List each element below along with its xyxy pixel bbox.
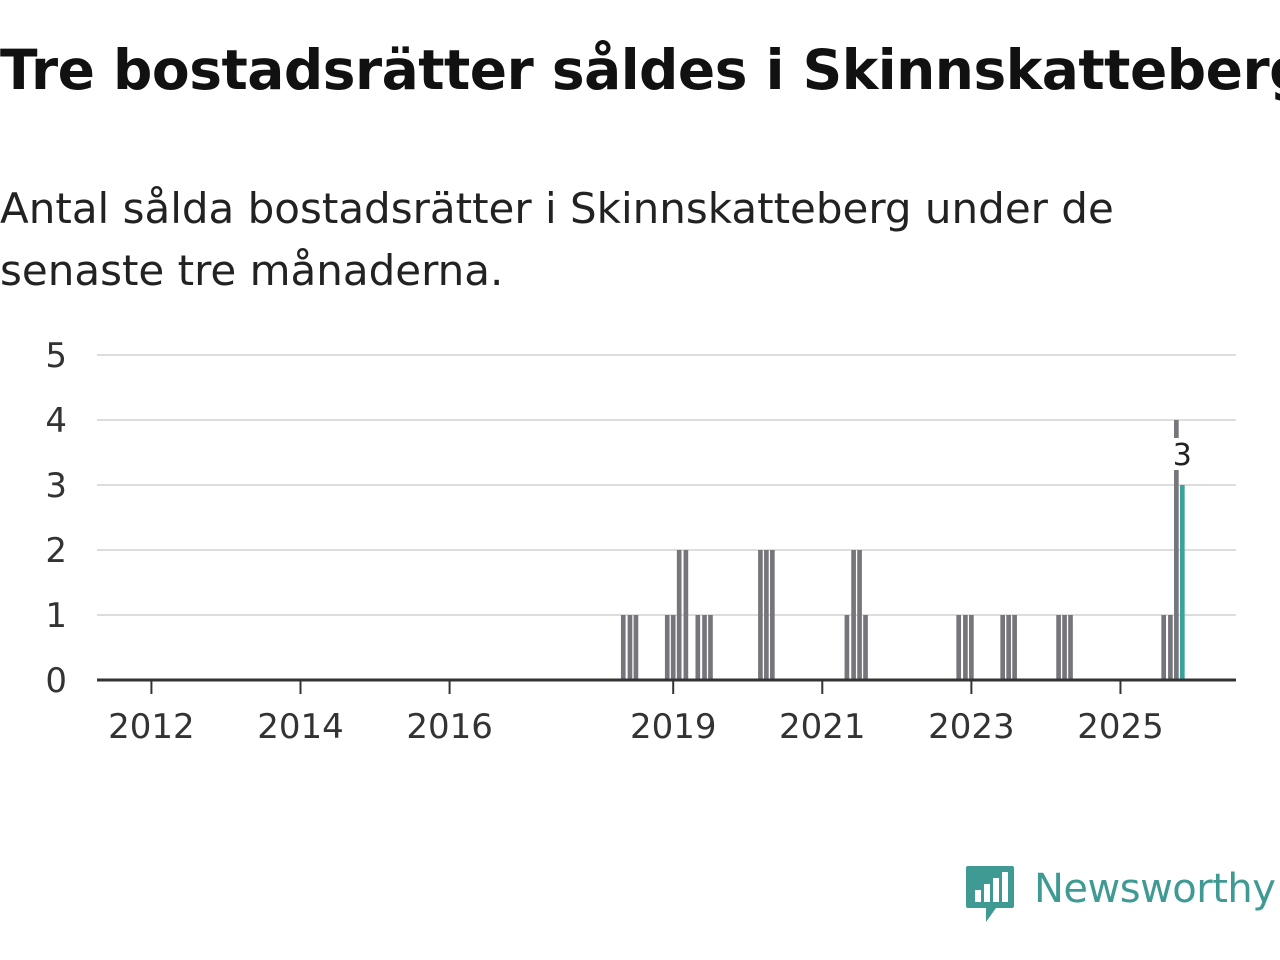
bar-0-13: [844, 615, 850, 680]
y-axis-tick-labels: 0 1 2 3 4 5: [45, 336, 67, 701]
grid-lines: [97, 354, 1236, 616]
x-axis-tick-labels: 2012 2014 2016 2019 2021 2023 2025: [108, 680, 1164, 747]
bar-0-5: [676, 550, 682, 680]
bar-0-0: [620, 615, 626, 680]
chart-title: Tre bostadsrätter såldes i Skinnskattebe…: [0, 38, 1280, 102]
bar-0-1: [627, 615, 633, 680]
bar-0-21: [1006, 615, 1011, 680]
bar-0-25: [1068, 615, 1073, 680]
bar-0-11: [764, 550, 769, 680]
y-tick-label-0: 0: [45, 661, 67, 701]
bar-0-16: [863, 615, 868, 680]
bar-0-24: [1062, 615, 1067, 680]
bar-0-4: [670, 615, 676, 680]
x-tick-label-2023: 2023: [928, 707, 1015, 747]
brand-name: Newsworthy: [1034, 866, 1276, 912]
bar-0-6: [683, 550, 689, 680]
x-tick-label-2021: 2021: [779, 707, 866, 747]
bar-0-26: [1161, 615, 1167, 680]
highlight-bar-1-0: [1180, 485, 1185, 680]
bar-0-7: [695, 615, 701, 680]
bar-0-2: [633, 615, 639, 680]
x-tick-label-2019: 2019: [630, 707, 717, 747]
x-tick-label-2014: 2014: [257, 707, 344, 747]
bar-0-19: [969, 615, 974, 680]
bar-0-8: [702, 615, 707, 680]
bar-0-15: [857, 550, 862, 680]
data-labels: 3: [1170, 438, 1195, 473]
bar-0-12: [770, 550, 775, 680]
y-tick-label-4: 4: [45, 401, 67, 441]
bar-0-3: [664, 615, 670, 680]
bars: [620, 420, 1185, 680]
y-tick-label-1: 1: [45, 596, 67, 636]
bar-0-20: [1000, 615, 1006, 680]
data-label-background: [1170, 438, 1195, 470]
bar-0-10: [758, 550, 763, 680]
y-tick-label-2: 2: [45, 531, 67, 571]
x-tick-label-2012: 2012: [108, 707, 195, 747]
bar-0-14: [851, 550, 856, 680]
bar-0-17: [956, 615, 962, 680]
data-label-latest: 3: [1173, 438, 1192, 473]
bar-chart: 0 1 2 3 4 5 2012 2014 2016 2019 2021 2023 2025 3: [45, 336, 1236, 747]
bar-0-9: [708, 615, 713, 680]
x-tick-label-2025: 2025: [1077, 707, 1164, 747]
y-tick-label-3: 3: [45, 466, 67, 506]
y-tick-label-5: 5: [45, 336, 67, 376]
chart-subtitle: Antal sålda bostadsrätter i Skinnskatteb…: [0, 184, 1114, 295]
newsworthy-logo[interactable]: Newsworthy: [964, 864, 1276, 926]
bar-0-27: [1168, 615, 1173, 680]
bar-0-23: [1056, 615, 1061, 680]
bar-0-18: [963, 615, 968, 680]
x-tick-label-2016: 2016: [406, 707, 493, 747]
bar-0-22: [1012, 615, 1017, 680]
bar-0-28: [1174, 420, 1179, 680]
newsworthy-icon: [966, 866, 1014, 922]
